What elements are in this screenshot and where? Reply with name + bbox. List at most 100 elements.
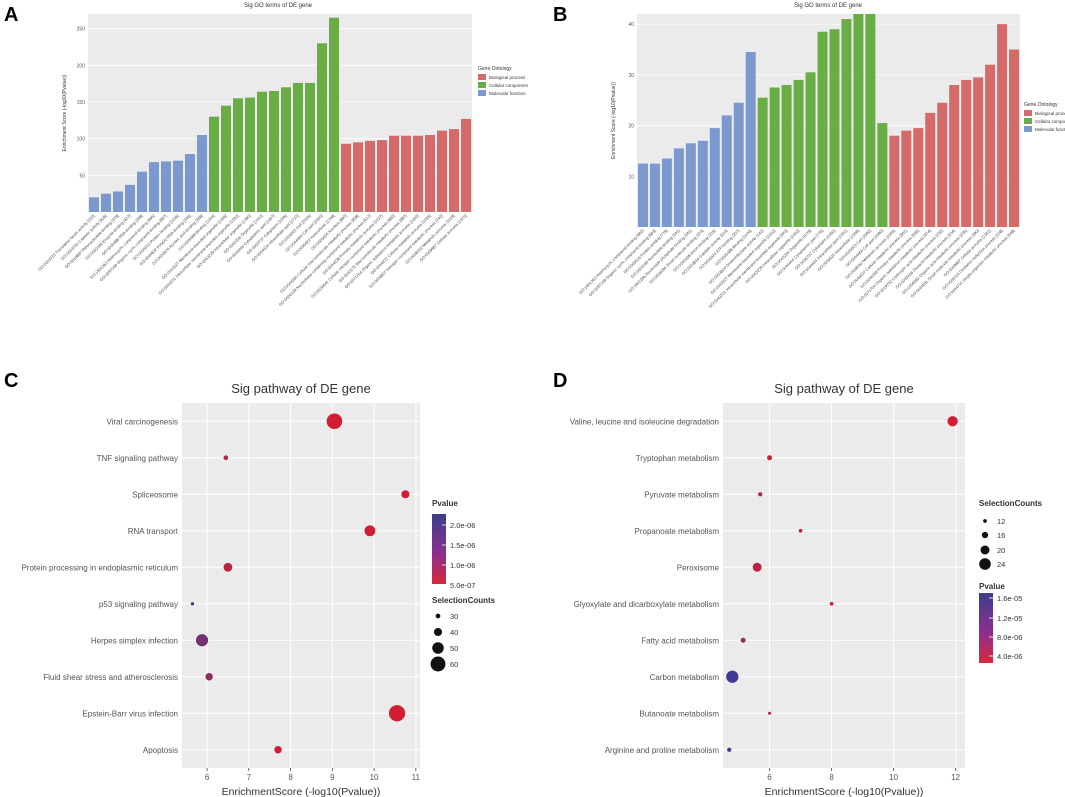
bar-27	[949, 85, 960, 227]
point-spliceosome	[401, 490, 410, 499]
pvalue-colorbar	[432, 514, 446, 584]
bar-22	[889, 135, 900, 227]
point-epstein-barr-virus-infection	[388, 705, 406, 722]
bar-32	[461, 118, 471, 212]
point-fluid-shear-stress-and-atherosclerosis	[205, 673, 213, 681]
bar-4	[673, 148, 684, 227]
dot-panel-c: Sig pathway of DE gene 6 7 8 9 10 11 Viral carc…	[21, 381, 495, 797]
legend-size-label: 40	[450, 628, 458, 637]
x-tick-label: 6	[767, 773, 772, 782]
chart-title: Sig GO terms of DE gene	[244, 3, 313, 9]
legend-label: Cellular component	[1035, 119, 1065, 124]
panel-label-c: C	[4, 370, 19, 392]
bar-10	[197, 135, 207, 212]
bar-2	[649, 163, 660, 227]
bar-26	[937, 102, 948, 227]
bar-25	[925, 112, 936, 227]
x-tick-label: 8	[288, 773, 293, 782]
legend-size-dot	[435, 613, 441, 619]
bar-24	[365, 140, 375, 212]
colorbar-tick-label: 5.0e-07	[450, 581, 475, 590]
bar-30	[985, 64, 996, 227]
bar-9	[185, 154, 195, 212]
y-category-label-apoptosis: Apoptosis	[143, 746, 178, 755]
bar-3	[661, 158, 672, 227]
panel-label-a: A	[4, 4, 19, 26]
y-tick-label: 100	[77, 137, 86, 143]
bar-17	[281, 87, 291, 212]
bar-31	[997, 24, 1008, 228]
bar-20	[317, 43, 327, 213]
bar-19	[305, 82, 315, 212]
bar-6	[149, 162, 159, 212]
point-glyoxylate-and-dicarboxylate-metabolism	[829, 601, 834, 606]
y-category-label-p53-signaling-pathway: p53 signaling pathway	[99, 600, 178, 609]
point-protein-processing-in-endoplasmic-reticulum	[223, 562, 233, 572]
legend-size-title: SelectionCounts	[979, 499, 1043, 508]
bar-14	[793, 79, 804, 227]
bar-15	[257, 91, 267, 212]
bar-15	[805, 72, 816, 227]
legend: Gene.Ontology Biological process Cellular …	[478, 66, 529, 96]
legend-size-label: 30	[450, 612, 458, 621]
y-tick-label: 50	[79, 173, 85, 179]
legend-title: Gene.Ontology	[1024, 102, 1058, 108]
y-category-label-epstein-barr-virus-infection: Epstein-Barr virus infection	[82, 709, 178, 718]
y-tick-label: 200	[77, 63, 86, 69]
point-viral-carcinogenesis	[326, 413, 343, 430]
point-valine-leucine-and-isoleucine-degradation	[947, 416, 958, 427]
bar-12	[221, 105, 231, 212]
colorbar-tick-label: 1.2e-05	[997, 614, 1022, 623]
legend-key-cellular-component	[1024, 118, 1032, 124]
point-rna-transport	[364, 525, 376, 537]
bar-7	[161, 161, 171, 212]
bar-26	[389, 135, 399, 212]
y-tick-label: 30	[628, 73, 634, 79]
x-tick-label: 11	[412, 773, 421, 782]
point-tryptophan-metabolism	[767, 455, 773, 461]
bar-29	[973, 77, 984, 228]
bar-1	[638, 163, 648, 227]
bar-29	[425, 135, 435, 212]
bar-19	[853, 14, 864, 227]
point-carbon-metabolism	[726, 670, 739, 683]
bar-13	[781, 85, 792, 227]
point-fatty-acid-metabolism	[740, 637, 746, 643]
bar-32	[1009, 49, 1019, 227]
bar-18	[841, 19, 852, 228]
legend-label: Cellular component	[489, 83, 529, 88]
point-apoptosis	[274, 746, 282, 754]
colorbar-tick-label: 2.0e-06	[450, 521, 475, 530]
colorbar-tick-label: 1.6e-05	[997, 594, 1022, 603]
x-tick-label: 7	[247, 773, 252, 782]
bar-14	[245, 97, 255, 212]
bar-23	[353, 142, 363, 212]
bar-9	[733, 102, 744, 227]
legend-size-dot	[430, 656, 446, 672]
bar-2	[101, 193, 111, 212]
legend-pvalue-title: Pvalue	[432, 499, 458, 508]
bar-6	[697, 140, 708, 227]
legend-title: Gene.Ontology	[478, 66, 512, 72]
pvalue-colorbar	[979, 593, 993, 663]
bar-30	[437, 130, 447, 212]
bar-3	[113, 191, 123, 212]
bar-27	[401, 135, 411, 212]
legend-key-biological-process	[478, 74, 486, 80]
y-axis-label: Enrichment Score (-log10(Pvalue))	[62, 74, 68, 151]
legend-size-dot	[980, 545, 990, 555]
bar-28	[413, 135, 423, 212]
bar-4	[125, 184, 135, 212]
point-arginine-and-proline-metabolism	[727, 747, 732, 752]
legend-label: Molecular function	[489, 91, 526, 96]
legend-size-label: 20	[997, 546, 1005, 555]
point-propanoate-metabolism	[798, 528, 803, 533]
legend-size-dot	[983, 519, 987, 523]
y-category-label-protein-processing-in-endoplasmic-reticulum: Protein processing in endoplasmic reticu…	[21, 563, 178, 572]
bar-21	[329, 17, 339, 212]
bar-panel-a: 50 100 150 200 250 Sig GO terms of DE gene Enr…	[37, 3, 529, 307]
colorbar-tick-label: 8.0e-06	[997, 633, 1022, 642]
bar-21	[877, 123, 888, 227]
legend-label: Biological process	[489, 75, 526, 80]
bar-22	[341, 143, 351, 212]
